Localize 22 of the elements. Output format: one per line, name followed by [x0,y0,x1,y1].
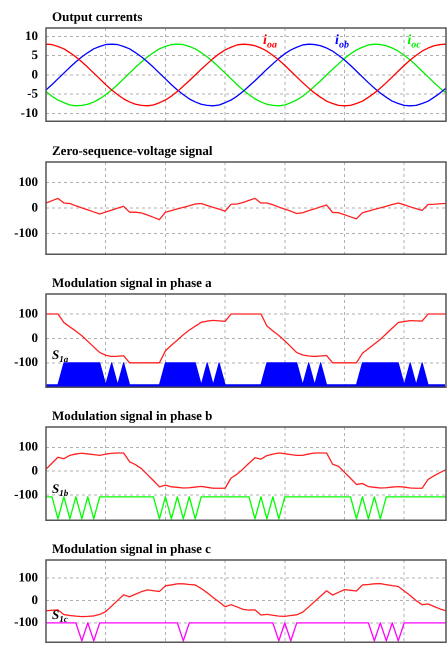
y-tick-label: 5 [32,47,38,62]
y-tick-label: -100 [14,486,38,502]
y-tick-label: 100 [18,438,38,454]
chart-title: Modulation signal in phase a [52,275,212,290]
chart-title: Modulation signal in phase c [52,541,212,556]
y-tick-label: -100 [14,354,38,370]
y-tick-label: 0 [32,462,38,478]
y-tick-label: 0 [32,199,38,214]
y-tick-label: 10 [25,28,38,43]
y-tick-label: 100 [18,174,38,189]
chart-title: Output currents [52,9,142,24]
y-tick-label: -100 [14,225,38,240]
y-tick-label: -100 [14,614,38,630]
y-tick-label: -5 [27,86,38,101]
y-tick-label: 0 [32,592,38,607]
y-tick-label: 0 [32,66,38,82]
y-tick-label: 100 [18,569,38,584]
chart-title: Modulation signal in phase b [52,408,212,423]
y-tick-label: 100 [18,305,38,320]
y-tick-label: 0 [32,330,38,345]
y-tick-label: -10 [20,104,38,120]
chart-title: Zero-sequence-voltage signal [52,143,213,158]
